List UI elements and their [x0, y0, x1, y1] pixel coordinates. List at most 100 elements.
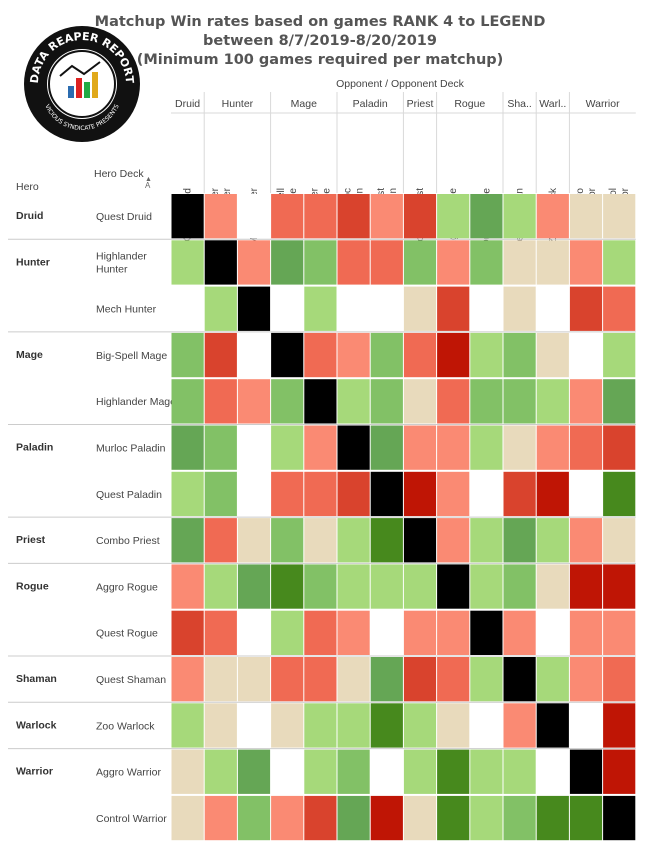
heatmap-cell [437, 471, 470, 517]
heatmap-cell [237, 425, 271, 470]
heatmap-cell [603, 379, 636, 424]
heatmap-cell [271, 240, 304, 285]
heatmap-cell [204, 518, 237, 563]
heatmap-cell [304, 518, 337, 563]
heatmap-cell [337, 657, 370, 702]
heatmap-cell [304, 657, 337, 702]
heatmap-cell [603, 703, 636, 748]
title-line-2: between 8/7/2019-8/20/2019 [203, 33, 437, 49]
column-group-hunter: Hunter [222, 98, 254, 110]
heatmap-cell [337, 795, 370, 841]
chart-title: Matchup Win rates based on games RANK 4 … [95, 14, 546, 68]
heatmap-cell [569, 379, 603, 424]
heatmap-cell [437, 657, 470, 702]
heatmap-cell [569, 703, 603, 748]
heatmap-cell [171, 610, 204, 655]
heatmap-cell [603, 286, 636, 331]
row-deck-label: Highlander [96, 250, 147, 262]
heatmap-cell [171, 194, 204, 239]
heatmap-cell [603, 564, 636, 609]
heatmap-cell [304, 286, 337, 331]
heatmap-cell [204, 240, 237, 285]
column-group-headers: Druid Hunter Mage Paladin Priest Rogue Sha.. Wa… [175, 98, 620, 110]
heatmap-cell [536, 194, 569, 239]
heatmap-cell [237, 518, 271, 563]
row-deck-label: Quest Paladin [96, 489, 162, 501]
heatmap-cell [470, 703, 503, 748]
column-group-mage: Mage [291, 98, 317, 110]
data-reaper-logo: DATA REAPER REPORT VICIOUS SYNDICATE PRE… [24, 26, 140, 142]
heatmap-cell [470, 564, 503, 609]
heatmap-cell [536, 425, 569, 470]
column-group-warl: Warl.. [539, 98, 566, 110]
heatmap-cell [337, 332, 370, 378]
heatmap-cell [171, 425, 204, 470]
heatmap-cell [503, 564, 536, 609]
heatmap-cell [536, 657, 569, 702]
heatmap-cell [437, 379, 470, 424]
sort-icon[interactable]: A [145, 181, 151, 190]
title-line-3: (Minimum 100 games required per matchup) [137, 52, 504, 68]
heatmap-cell [304, 610, 337, 655]
heatmap-cell [470, 749, 503, 794]
heatmap-cell [370, 657, 403, 702]
heatmap-cell [271, 795, 304, 841]
heatmap-cell [536, 379, 569, 424]
heatmap-cell [437, 194, 470, 239]
heatmap-cell [304, 425, 337, 470]
row-hero-warrior: Warrior [16, 766, 53, 778]
heatmap-cell [171, 286, 204, 331]
heatmap-cell [370, 379, 403, 424]
row-deck-label: Quest Druid [96, 211, 152, 223]
heatmap-cell [204, 795, 237, 841]
sort-icon-arrow[interactable]: ▲ [145, 176, 152, 183]
heatmap-cell [503, 657, 536, 702]
heatmap-cell [370, 471, 403, 517]
opponent-header: Opponent / Opponent Deck [336, 78, 465, 90]
heatmap-cell [503, 379, 536, 424]
heatmap-cell [304, 564, 337, 609]
heatmap-cell [437, 795, 470, 841]
heatmap-cell [337, 518, 370, 563]
heatmap-cell [271, 471, 304, 517]
heatmap-cell [603, 194, 636, 239]
hero-deck-header[interactable]: Hero Deck [94, 168, 144, 180]
heatmap-cell [503, 332, 536, 378]
row-deck-label: Quest Shaman [96, 674, 166, 686]
heatmap-cell [304, 332, 337, 378]
heatmap-cell [171, 795, 204, 841]
heatmap-cell [204, 379, 237, 424]
grid-separators [8, 92, 636, 750]
heatmap-cell [403, 518, 437, 563]
heatmap-cell [370, 564, 403, 609]
heatmap-cell [403, 379, 437, 424]
heatmap-cell [171, 518, 204, 563]
heatmap-cell [603, 518, 636, 563]
heatmap-cell [271, 657, 304, 702]
row-deck-label: Control Warrior [96, 813, 167, 825]
row-hero-druid: Druid [16, 210, 43, 222]
heatmap-cell [403, 286, 437, 331]
heatmap-cell [503, 471, 536, 517]
heatmap-cell [569, 286, 603, 331]
heatmap-cell [337, 703, 370, 748]
heatmap-cell [370, 286, 403, 331]
heatmap-cell [403, 240, 437, 285]
heatmap-cell [403, 471, 437, 517]
heatmap-cell [237, 240, 271, 285]
row-deck-label: Aggro Rogue [96, 581, 158, 593]
heatmap-cell [204, 564, 237, 609]
heatmap-cell [237, 610, 271, 655]
heatmap-cell [370, 610, 403, 655]
heatmap-cell [569, 425, 603, 470]
heatmap-cell [437, 703, 470, 748]
heatmap-cell [536, 749, 569, 794]
heatmap-cell [437, 425, 470, 470]
heatmap-cell [536, 240, 569, 285]
heatmap-cell [470, 657, 503, 702]
row-deck-label: Quest Rogue [96, 628, 158, 640]
heatmap-cell [403, 795, 437, 841]
heatmap-cell [304, 471, 337, 517]
heatmap-cell [569, 749, 603, 794]
heatmap-cell [271, 564, 304, 609]
